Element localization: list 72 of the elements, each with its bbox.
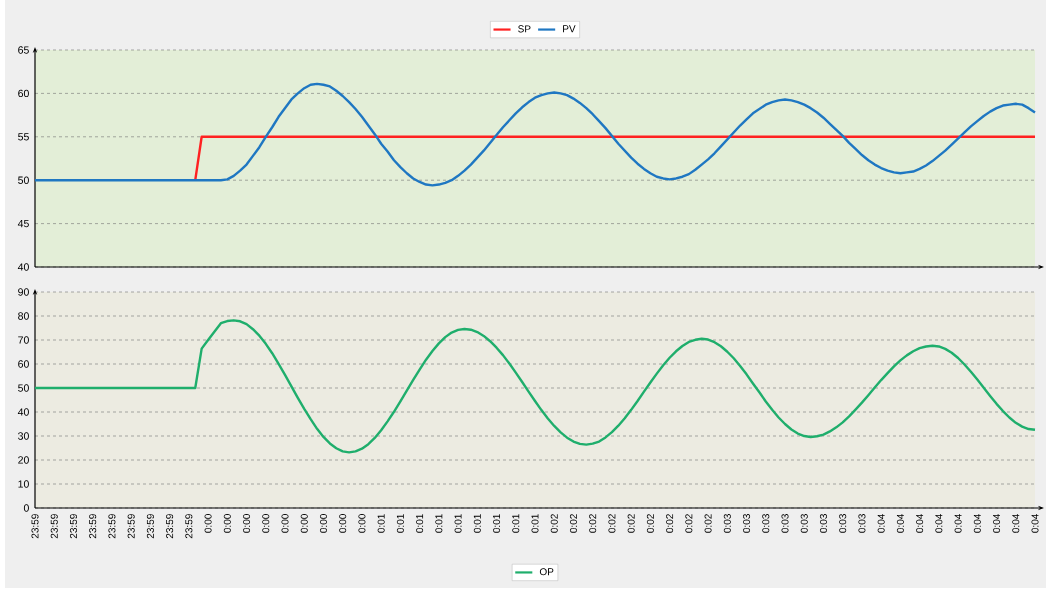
x-tick-label: 0:03: [858, 514, 866, 533]
x-tick-label: 0:00: [243, 514, 251, 533]
x-tick-label: 0:01: [512, 514, 520, 533]
x-tick-label: 0:03: [839, 514, 847, 533]
y-tick-label: 50: [18, 176, 29, 184]
x-tick-label: 0:01: [396, 514, 404, 533]
x-tick-label: 23:59: [185, 514, 193, 539]
x-tick-label: 0:03: [762, 514, 770, 533]
y-tick-label: 60: [18, 89, 29, 98]
x-tick-label: 0:04: [916, 513, 924, 533]
y-tick-label: 55: [18, 133, 29, 141]
x-tick-label: 23:59: [50, 514, 58, 539]
x-tick-label: 0:00: [204, 514, 212, 533]
y-tick-label: 90: [18, 288, 29, 296]
x-tick-label: 23:59: [166, 514, 174, 539]
y-tick-label: 45: [17, 219, 29, 228]
x-tick-label: 23:59: [89, 514, 97, 539]
x-tick-label: 0:01: [454, 514, 462, 533]
x-tick-label: 0:03: [800, 514, 808, 533]
x-tick-label: 0:04: [954, 513, 962, 533]
y-tick-label: 30: [18, 432, 29, 440]
x-tick-label: 0:03: [723, 514, 731, 533]
x-tick-label: 0:01: [435, 514, 443, 533]
x-tick-label: 0:03: [743, 514, 751, 533]
y-tick-label: 20: [18, 456, 29, 464]
x-tick-label: 23:59: [146, 514, 154, 539]
legend-label: OP: [539, 568, 554, 576]
x-tick-label: 0:04: [993, 513, 1001, 533]
y-tick-label: 70: [18, 336, 29, 344]
y-tick-label: 80: [18, 312, 29, 320]
legend-label: SP: [518, 25, 531, 33]
x-tick-label: 0:04: [1012, 513, 1020, 533]
y-tick-label: 50: [18, 384, 29, 392]
x-tick-label: 0:00: [223, 514, 231, 533]
x-tick-label: 0:00: [358, 514, 366, 533]
x-tick-label: 0:02: [685, 514, 693, 533]
x-tick-label: 0:01: [531, 514, 539, 533]
x-tick-label: 0:04: [973, 513, 981, 533]
y-tick-label: 40: [17, 263, 29, 271]
x-tick-label: 23:59: [108, 514, 116, 539]
x-tick-label: 0:00: [339, 514, 347, 533]
x-tick-label: 0:02: [704, 514, 712, 533]
x-tick-label: 0:04: [896, 513, 904, 533]
x-tick-label: 0:02: [569, 514, 577, 533]
x-tick-label: 0:04: [877, 513, 885, 533]
x-tick-label: 0:01: [377, 514, 385, 533]
x-tick-label: 0:02: [627, 514, 635, 533]
x-tick-label: 0:02: [589, 514, 597, 533]
x-tick-label: 0:02: [666, 514, 674, 533]
y-tick-label: 0: [23, 504, 29, 512]
x-tick-label: 23:59: [69, 514, 77, 539]
y-tick-label: 60: [18, 360, 29, 368]
x-tick-label: 0:01: [473, 514, 481, 533]
x-tick-label: 0:00: [319, 514, 327, 533]
x-tick-label: 0:02: [608, 514, 616, 533]
y-tick-label: 40: [17, 408, 29, 416]
x-tick-label: 0:01: [416, 514, 424, 533]
legend-label: PV: [563, 25, 576, 33]
x-tick-label: 0:02: [550, 514, 558, 533]
x-tick-label: 0:03: [781, 514, 789, 533]
x-tick-label: 0:00: [300, 514, 308, 533]
x-tick-label: 0:00: [262, 514, 270, 533]
x-tick-label: 0:01: [493, 514, 501, 533]
y-tick-label: 65: [18, 46, 29, 54]
x-tick-label: 0:02: [646, 514, 654, 533]
x-tick-label: 0:00: [281, 514, 289, 533]
x-tick-label: 0:04: [935, 513, 943, 533]
x-tick-label: 0:03: [819, 514, 827, 533]
x-tick-label: 23:59: [31, 514, 39, 539]
x-tick-label: 0:04: [1031, 513, 1039, 533]
x-tick-label: 23:59: [127, 514, 135, 539]
y-tick-label: 10: [18, 480, 29, 488]
